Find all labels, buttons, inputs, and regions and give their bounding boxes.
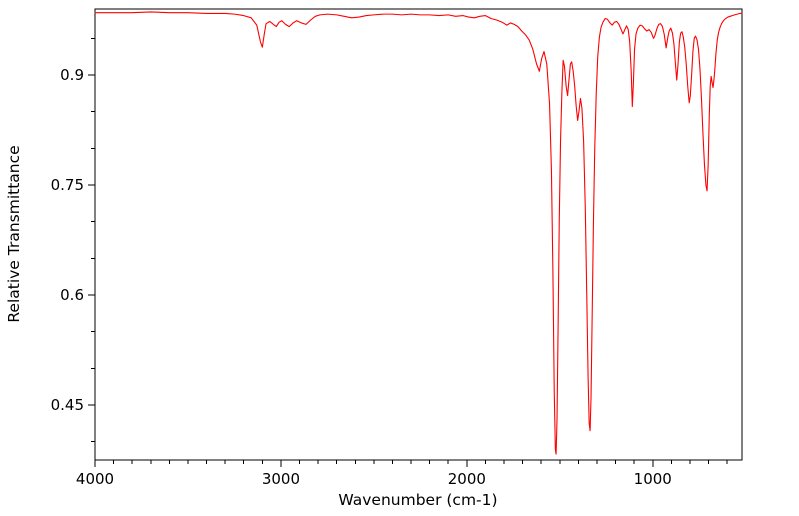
axes-box	[94, 8, 743, 461]
y-tick-label: 0.6	[60, 286, 84, 304]
y-tick-label: 0.9	[60, 66, 84, 84]
x-tick-label: 4000	[76, 470, 114, 488]
spectrum-line	[94, 11, 743, 455]
x-tick-label: 2000	[448, 470, 486, 488]
y-axis-label: Relative Transmittance	[5, 145, 23, 322]
x-tick-label: 1000	[634, 470, 672, 488]
x-tick-label: 3000	[262, 470, 300, 488]
x-axis-label: Wavenumber (cm-1)	[338, 491, 497, 509]
y-tick-label: 0.75	[51, 176, 84, 194]
y-tick-label: 0.45	[51, 396, 84, 414]
plot-area: 4000 3000 2000 1000 0.45 0.6 0.75 0.9	[51, 8, 743, 488]
